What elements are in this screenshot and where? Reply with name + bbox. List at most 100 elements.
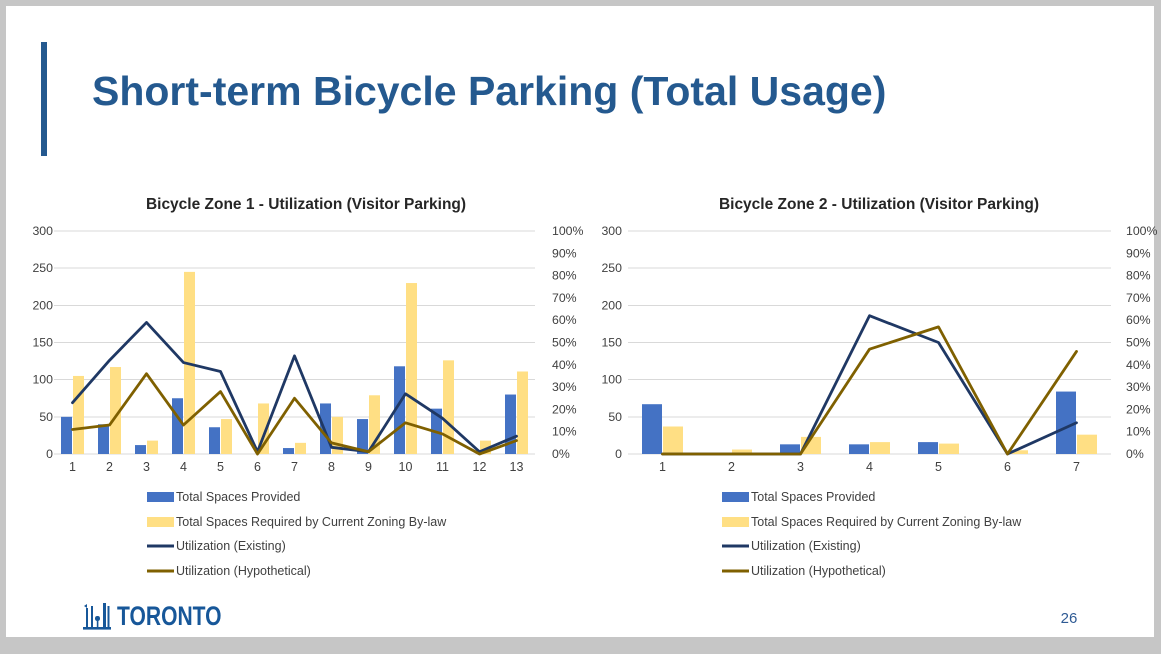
x-axis-category-label: 9: [365, 460, 372, 474]
x-axis-category-label: 2: [106, 460, 113, 474]
bar-total-spaces-required-by-current-zoning-by-law: [110, 367, 121, 454]
bar-total-spaces-provided: [320, 403, 331, 454]
y-axis-right-tick-label: 10%: [552, 425, 577, 439]
y-axis-right-tick-label: 40%: [552, 358, 577, 372]
line-utilization-existing: [661, 314, 1078, 456]
bar-total-spaces-required-by-current-zoning-by-law: [406, 283, 417, 454]
x-axis-category-label: 2: [728, 460, 735, 474]
bar-total-spaces-provided: [505, 394, 516, 454]
y-axis-right-tick-label: 80%: [1126, 269, 1151, 283]
bar-total-spaces-required-by-current-zoning-by-law: [870, 442, 890, 454]
bar-total-spaces-provided: [918, 442, 938, 454]
bar-total-spaces-provided: [209, 427, 220, 454]
legend-label-utilization-existing: Utilization (Existing): [751, 539, 861, 553]
y-axis-left-tick-label: 250: [601, 261, 622, 275]
bar-total-spaces-provided: [849, 444, 869, 454]
y-axis-right-tick-label: 60%: [552, 313, 577, 327]
legend-label-total-spaces-required-by-current-zoning-by-law: Total Spaces Required by Current Zoning …: [751, 515, 1022, 529]
x-axis-category-label: 6: [1004, 460, 1011, 474]
y-axis-left-tick-label: 300: [601, 224, 622, 238]
legend-label-utilization-existing: Utilization (Existing): [176, 539, 286, 553]
page-number: 26: [1060, 610, 1078, 627]
legend-swatch-total-spaces-provided: [722, 492, 749, 502]
bar-total-spaces-required-by-current-zoning-by-law: [369, 395, 380, 454]
bar-total-spaces-required-by-current-zoning-by-law: [147, 440, 158, 454]
y-axis-right-tick-label: 0%: [552, 447, 570, 461]
x-axis-category-label: 3: [143, 460, 150, 474]
bar-total-spaces-required-by-current-zoning-by-law: [295, 442, 306, 454]
line-utilization-hypothetical: [71, 372, 518, 456]
bar-total-spaces-required-by-current-zoning-by-law: [939, 443, 959, 454]
x-axis-category-label: 11: [436, 460, 449, 474]
toronto-city-hall-icon: [83, 603, 111, 630]
y-axis-left-tick-label: 150: [601, 336, 622, 350]
logo-flag-shape: [84, 604, 87, 608]
y-axis-left-tick-label: 50: [608, 410, 622, 424]
y-axis-right-tick-label: 50%: [552, 336, 577, 350]
y-axis-right-tick-label: 50%: [1126, 336, 1151, 350]
y-axis-right-tick-label: 100%: [552, 224, 584, 238]
y-axis-right-tick-label: 10%: [1126, 425, 1151, 439]
bar-total-spaces-required-by-current-zoning-by-law: [221, 419, 232, 454]
bar-total-spaces-required-by-current-zoning-by-law: [1077, 434, 1097, 454]
y-axis-left-tick-label: 0: [46, 447, 53, 461]
bar-total-spaces-provided: [780, 444, 800, 454]
x-axis-category-label: 6: [254, 460, 261, 474]
y-axis-right-tick-label: 0%: [1126, 447, 1144, 461]
zone2-utilization-chart: Bicycle Zone 2 - Utilization (Visitor Pa…: [601, 196, 1157, 578]
slide-title: Short-term Bicycle Parking (Total Usage): [92, 68, 887, 114]
y-axis-left-tick-label: 200: [32, 298, 53, 312]
toronto-logo: TORONTO: [80, 598, 251, 634]
legend-label-utilization-hypothetical: Utilization (Hypothetical): [176, 564, 311, 578]
bar-total-spaces-provided: [61, 416, 72, 454]
y-axis-right-tick-label: 40%: [1126, 358, 1151, 372]
y-axis-right-tick-label: 70%: [552, 291, 577, 305]
y-axis-right-tick-label: 20%: [1126, 402, 1151, 416]
legend-swatch-total-spaces-required-by-current-zoning-by-law: [147, 517, 174, 527]
bar-total-spaces-required-by-current-zoning-by-law: [732, 449, 752, 454]
y-axis-right-tick-label: 70%: [1126, 291, 1151, 305]
x-axis-category-label: 8: [328, 460, 335, 474]
legend-swatch-total-spaces-required-by-current-zoning-by-law: [722, 517, 749, 527]
legend-label-total-spaces-provided: Total Spaces Provided: [176, 490, 300, 504]
bar-total-spaces-provided: [283, 448, 294, 454]
y-axis-left-tick-label: 100: [601, 373, 622, 387]
x-axis-category-label: 10: [399, 460, 413, 474]
x-axis-category-label: 5: [217, 460, 224, 474]
y-axis-right-tick-label: 20%: [552, 402, 577, 416]
bar-total-spaces-required-by-current-zoning-by-law: [443, 360, 454, 454]
bar-total-spaces-provided: [98, 424, 109, 454]
legend-label-total-spaces-required-by-current-zoning-by-law: Total Spaces Required by Current Zoning …: [176, 515, 447, 529]
legend-swatch-total-spaces-provided: [147, 492, 174, 502]
bar-total-spaces-required-by-current-zoning-by-law: [258, 403, 269, 454]
toronto-logo-wordmark: TORONTO: [117, 600, 222, 631]
x-axis-category-label: 7: [1073, 460, 1080, 474]
zone1-utilization-chart: Bicycle Zone 1 - Utilization (Visitor Pa…: [32, 196, 584, 578]
slide-canvas: Short-term Bicycle Parking (Total Usage)…: [6, 6, 1158, 637]
y-axis-left-tick-label: 100: [32, 373, 53, 387]
y-axis-left-tick-label: 0: [615, 447, 622, 461]
bar-total-spaces-provided: [642, 404, 662, 454]
bar-total-spaces-required-by-current-zoning-by-law: [332, 416, 343, 454]
bar-total-spaces-provided: [135, 445, 146, 454]
line-utilization-hypothetical: [661, 325, 1078, 456]
y-axis-left-tick-label: 50: [39, 410, 53, 424]
bar-total-spaces-provided: [172, 398, 183, 454]
bar-total-spaces-required-by-current-zoning-by-law: [73, 375, 84, 454]
bar-total-spaces-provided: [1056, 391, 1076, 454]
bar-total-spaces-required-by-current-zoning-by-law: [1008, 450, 1028, 454]
x-axis-category-label: 13: [510, 460, 524, 474]
title-accent-bar: [41, 42, 47, 156]
y-axis-right-tick-label: 80%: [552, 269, 577, 283]
bar-total-spaces-required-by-current-zoning-by-law: [480, 440, 491, 454]
chart-title: Bicycle Zone 2 - Utilization (Visitor Pa…: [719, 196, 1039, 213]
y-axis-left-tick-label: 150: [32, 336, 53, 350]
y-axis-right-tick-label: 90%: [552, 246, 577, 260]
legend-label-utilization-hypothetical: Utilization (Hypothetical): [751, 564, 886, 578]
x-axis-category-label: 4: [866, 460, 873, 474]
x-axis-category-label: 1: [659, 460, 666, 474]
x-axis-category-label: 3: [797, 460, 804, 474]
x-axis-category-label: 1: [69, 460, 76, 474]
line-utilization-existing: [71, 321, 518, 454]
y-axis-left-tick-label: 200: [601, 298, 622, 312]
